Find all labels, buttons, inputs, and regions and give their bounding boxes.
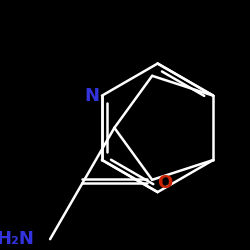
Text: H₂N: H₂N [0, 230, 35, 248]
Text: O: O [157, 174, 172, 192]
Text: N: N [84, 87, 99, 105]
